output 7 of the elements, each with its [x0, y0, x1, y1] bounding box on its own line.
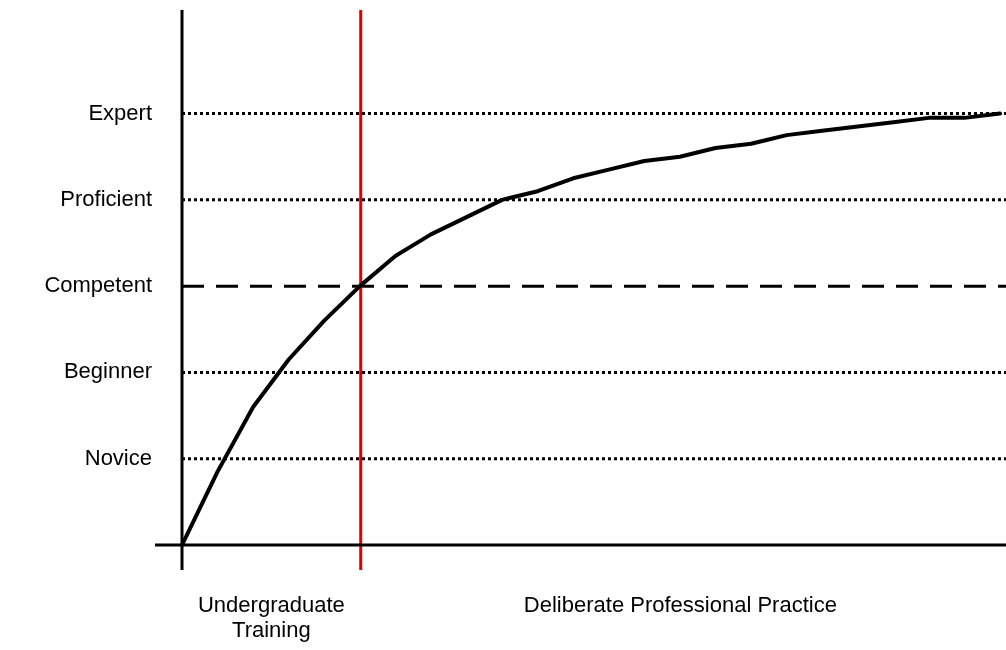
- text: Undergraduate Training: [197, 592, 345, 643]
- ref-line-label: Beginner: [63, 358, 152, 384]
- ref-line-label: Proficient: [60, 185, 152, 211]
- ref-line-label: Expert: [88, 99, 152, 125]
- ref-line-label: Novice: [84, 444, 152, 470]
- ref-line-label: Competent: [44, 272, 152, 298]
- text: Deliberate Professional Practice: [523, 592, 837, 618]
